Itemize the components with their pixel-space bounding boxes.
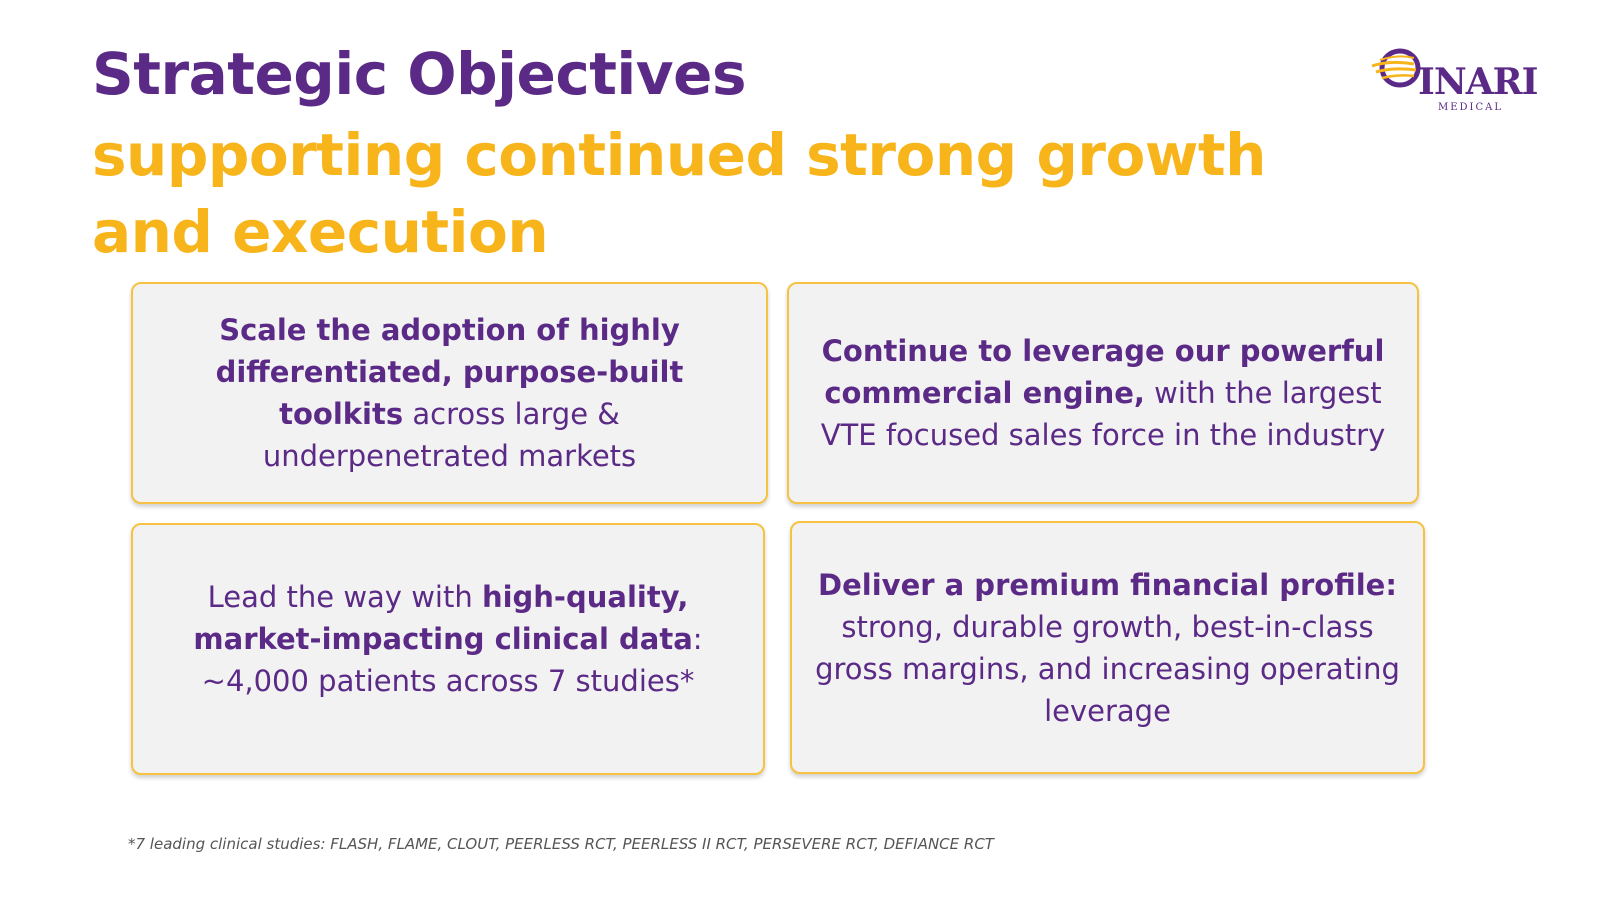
card-bold-text: Continue to leverage our powerful commer… xyxy=(821,334,1385,410)
card-regular-text-pre: Lead the way with xyxy=(207,580,482,614)
card-regular-text: across large & underpenetrated markets xyxy=(262,397,637,473)
logo-subtext: MEDICAL xyxy=(1438,102,1504,113)
slide-subtitle: supporting continued strong growth and e… xyxy=(92,121,1266,266)
logo-wordmark: INARI xyxy=(1418,61,1538,103)
card-bold-text: Scale the adoption of highly differentia… xyxy=(215,313,684,431)
objective-card-commercial: Continue to leverage our powerful commer… xyxy=(787,282,1419,504)
card-regular-text: with the largest VTE focused sales force… xyxy=(820,376,1386,452)
inari-logo-icon xyxy=(1371,48,1421,88)
objective-card-financial: Deliver a premium financial profile: str… xyxy=(790,521,1425,774)
footnote: *7 leading clinical studies: FLASH, FLAM… xyxy=(128,835,994,853)
objective-card-adoption: Scale the adoption of highly differentia… xyxy=(131,282,768,504)
objective-card-clinical-data: Lead the way with high-quality, market-i… xyxy=(131,523,765,775)
inari-logo: INARI MEDICAL xyxy=(1370,42,1570,122)
card-bold-text: Deliver a premium financial profile: xyxy=(818,567,1397,602)
card-regular-text: : ~4,000 patients across 7 studies* xyxy=(201,622,703,698)
card-bold-text: high-quality, market-impacting clinical … xyxy=(193,580,693,656)
slide-title: Strategic Objectives xyxy=(92,40,746,108)
card-regular-text: strong, durable growth, best-in-class gr… xyxy=(815,609,1400,728)
